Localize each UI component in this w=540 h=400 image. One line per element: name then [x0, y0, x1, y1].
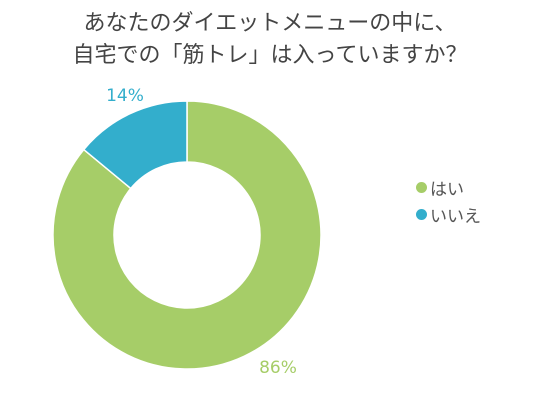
slice-value-label-1: 14% [106, 86, 144, 106]
donut-slice-0 [52, 100, 322, 370]
donut-slice-1 [82, 100, 188, 190]
legend-label-yes: はい [430, 180, 464, 200]
chart-title: あなたのダイエットメニューの中に、 自宅での「筋トレ」は入っていますか？ [0, 8, 540, 72]
legend-label-no: いいえ [430, 207, 481, 227]
legend: はい いいえ [416, 174, 481, 228]
legend-item-no: いいえ [416, 201, 481, 228]
chart-title-line-2: 自宅での「筋トレ」は入っていますか？ [72, 43, 468, 68]
legend-swatch-no [416, 209, 427, 220]
slice-value-label-0: 86% [259, 358, 297, 378]
legend-swatch-yes [416, 182, 427, 193]
chart-title-line-1: あなたのダイエットメニューの中に、 [83, 11, 457, 36]
legend-item-yes: はい [416, 174, 481, 201]
